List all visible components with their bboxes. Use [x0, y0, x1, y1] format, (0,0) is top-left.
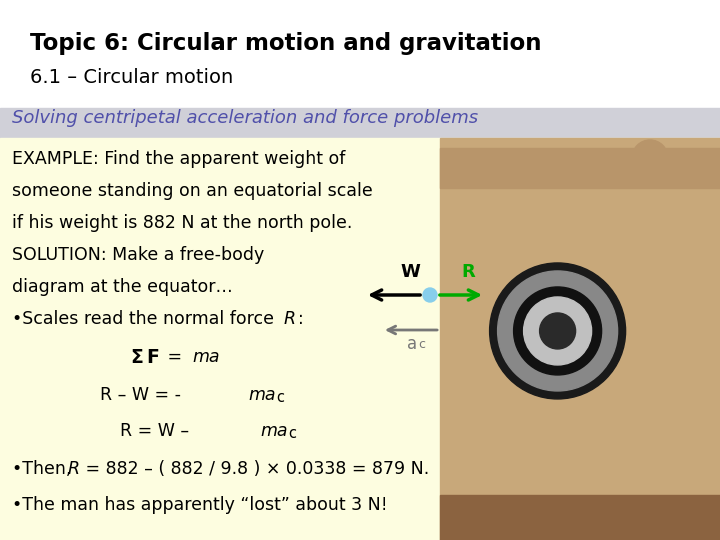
Text: R – W = -: R – W = - [100, 386, 186, 404]
Text: Solving centripetal acceleration and force problems: Solving centripetal acceleration and for… [12, 109, 478, 127]
Text: if his weight is 882 N at the north pole.: if his weight is 882 N at the north pole… [12, 214, 352, 232]
Text: •The man has apparently “lost” about 3 N!: •The man has apparently “lost” about 3 N… [12, 496, 387, 514]
Text: =: = [162, 348, 188, 366]
Bar [0, 0, 720, 110]
Text: ma: ma [248, 386, 276, 404]
Text: Topic 6: Circular motion and gravitation: Topic 6: Circular motion and gravitation [30, 32, 541, 55]
Bar [0, 108, 720, 138]
Circle shape [490, 263, 626, 399]
Text: R = W –: R = W – [120, 422, 200, 440]
Text: F: F [146, 348, 159, 367]
Text: = 882 – ( 882 / 9.8 ) × 0.0338 = 879 N.: = 882 – ( 882 / 9.8 ) × 0.0338 = 879 N. [80, 460, 429, 478]
Text: R: R [284, 310, 296, 328]
Circle shape [523, 297, 592, 365]
Text: c: c [288, 426, 296, 441]
Text: R: R [461, 263, 475, 281]
Text: Σ: Σ [130, 348, 143, 367]
Text: ma: ma [260, 422, 287, 440]
Circle shape [513, 287, 602, 375]
Text: •Then,: •Then, [12, 460, 77, 478]
Bar [440, 148, 720, 188]
Text: •Scales read the normal force: •Scales read the normal force [12, 310, 279, 328]
Text: 6.1 – Circular motion: 6.1 – Circular motion [30, 68, 233, 87]
Text: c: c [418, 338, 426, 351]
Bar [440, 495, 720, 540]
Text: SOLUTION: Make a free-body: SOLUTION: Make a free-body [12, 246, 264, 264]
Text: c: c [276, 390, 284, 405]
Text: a: a [407, 335, 417, 353]
Text: someone standing on an equatorial scale: someone standing on an equatorial scale [12, 182, 373, 200]
Text: R: R [68, 460, 80, 478]
Text: ma: ma [192, 348, 220, 366]
Text: :: : [298, 310, 304, 328]
Bar [440, 138, 720, 540]
Text: W: W [400, 263, 420, 281]
Circle shape [423, 288, 437, 302]
Bar [0, 138, 720, 540]
Text: diagram at the equator…: diagram at the equator… [12, 278, 233, 296]
Circle shape [632, 140, 668, 176]
Text: EXAMPLE: Find the apparent weight of: EXAMPLE: Find the apparent weight of [12, 150, 346, 168]
Circle shape [539, 313, 575, 349]
Circle shape [498, 271, 618, 391]
